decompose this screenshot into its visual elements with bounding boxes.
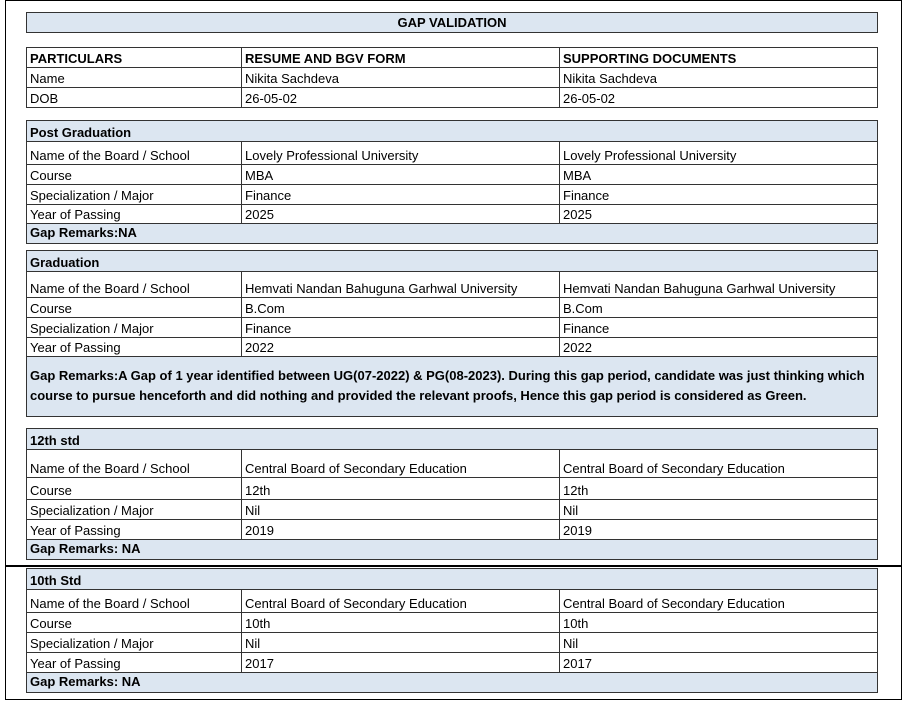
info-row: DOB 26-05-02 26-05-02 bbox=[26, 87, 878, 108]
cell: Graduation bbox=[30, 255, 100, 270]
cell: 10th bbox=[241, 613, 559, 632]
cell: Name of the Board / School bbox=[30, 596, 190, 611]
cell: Course bbox=[30, 616, 72, 631]
cell: 2019 bbox=[241, 520, 559, 539]
cell: Year of Passing bbox=[30, 656, 121, 671]
cell: Finance bbox=[559, 185, 879, 204]
cell: Year of Passing bbox=[30, 207, 121, 222]
detail-row: Specialization / Major Finance Finance bbox=[26, 184, 878, 205]
cell: 26-05-02 bbox=[559, 88, 879, 107]
cell: Nil bbox=[559, 633, 879, 652]
cell: 10th bbox=[559, 613, 879, 632]
cell: Name of the Board / School bbox=[30, 281, 190, 296]
cell: Finance bbox=[241, 318, 559, 337]
detail-row: Name of the Board / School Central Board … bbox=[26, 449, 878, 478]
section-heading: 12th std bbox=[26, 428, 878, 450]
section-heading: Post Graduation bbox=[26, 120, 878, 142]
cell: 12th std bbox=[30, 433, 80, 448]
cell: Specialization / Major bbox=[30, 503, 154, 518]
gap-remarks: Gap Remarks:A Gap of 1 year identified b… bbox=[26, 356, 878, 417]
cell: Name of the Board / School bbox=[30, 461, 190, 476]
detail-row: Course 10th 10th bbox=[26, 612, 878, 633]
cell: Gap Remarks:NA bbox=[30, 225, 137, 240]
cell: Central Board of Secondary Education bbox=[241, 590, 559, 612]
cell: MBA bbox=[559, 165, 879, 184]
cell: Specialization / Major bbox=[30, 636, 154, 651]
cell: 2022 bbox=[241, 338, 559, 356]
cell: Name of the Board / School bbox=[30, 148, 190, 163]
cell: Finance bbox=[241, 185, 559, 204]
gap-remarks: Gap Remarks: NA bbox=[26, 539, 878, 560]
detail-row: Course B.Com B.Com bbox=[26, 297, 878, 318]
section-heading: 10th Std bbox=[26, 568, 878, 590]
cell: 10th Std bbox=[30, 573, 82, 588]
detail-row: Year of Passing 2025 2025 bbox=[26, 204, 878, 224]
detail-row: Specialization / Major Finance Finance bbox=[26, 317, 878, 338]
cell: Gap Remarks:A Gap of 1 year identified b… bbox=[30, 368, 865, 403]
cell: Lovely Professional University bbox=[241, 142, 559, 164]
cell: Specialization / Major bbox=[30, 321, 154, 336]
cell: B.Com bbox=[559, 298, 879, 317]
cell: Year of Passing bbox=[30, 523, 121, 538]
cell: Nikita Sachdeva bbox=[559, 68, 879, 87]
cell: Gap Remarks: NA bbox=[30, 674, 141, 689]
cell: Hemvati Nandan Bahuguna Garhwal Universi… bbox=[241, 272, 559, 297]
cell: 2025 bbox=[559, 205, 879, 223]
detail-row: Year of Passing 2022 2022 bbox=[26, 337, 878, 357]
detail-row: Year of Passing 2017 2017 bbox=[26, 652, 878, 673]
divider bbox=[5, 565, 902, 567]
gap-remarks: Gap Remarks: NA bbox=[26, 672, 878, 693]
cell: Course bbox=[30, 301, 72, 316]
cell: Central Board of Secondary Education bbox=[241, 450, 559, 477]
detail-row: Name of the Board / School Hemvati Nandan… bbox=[26, 271, 878, 298]
cell: GAP VALIDATION bbox=[397, 14, 507, 30]
title-bar: GAP VALIDATION bbox=[26, 12, 878, 33]
cell: Finance bbox=[559, 318, 879, 337]
cell: Hemvati Nandan Bahuguna Garhwal Universi… bbox=[559, 272, 879, 297]
detail-row: Course 12th 12th bbox=[26, 477, 878, 500]
gap-remarks: Gap Remarks:NA bbox=[26, 223, 878, 244]
detail-row: Name of the Board / School Lovely Profess… bbox=[26, 141, 878, 165]
cell: B.Com bbox=[241, 298, 559, 317]
cell: Post Graduation bbox=[30, 125, 132, 140]
detail-row: Specialization / Major Nil Nil bbox=[26, 499, 878, 520]
cell: Central Board of Secondary Education bbox=[559, 590, 879, 612]
cell: SUPPORTING DOCUMENTS bbox=[559, 48, 879, 67]
cell: Gap Remarks: NA bbox=[30, 541, 141, 556]
cell: Name bbox=[30, 71, 65, 86]
cell: 2019 bbox=[559, 520, 879, 539]
section-heading: Graduation bbox=[26, 250, 878, 272]
detail-row: Name of the Board / School Central Board … bbox=[26, 589, 878, 613]
outer-frame bbox=[5, 0, 902, 700]
cell: RESUME AND BGV FORM bbox=[241, 48, 559, 67]
cell: Nil bbox=[241, 500, 559, 519]
cell: Nil bbox=[241, 633, 559, 652]
cell: 26-05-02 bbox=[241, 88, 559, 107]
cell: 2025 bbox=[241, 205, 559, 223]
cell: Course bbox=[30, 168, 72, 183]
cell: MBA bbox=[241, 165, 559, 184]
cell: 12th bbox=[241, 478, 559, 499]
cell: Course bbox=[30, 483, 72, 498]
cell: 2017 bbox=[559, 653, 879, 672]
cell: 12th bbox=[559, 478, 879, 499]
detail-row: Specialization / Major Nil Nil bbox=[26, 632, 878, 653]
cell: PARTICULARS bbox=[30, 51, 123, 66]
detail-row: Year of Passing 2019 2019 bbox=[26, 519, 878, 540]
info-row: Name Nikita Sachdeva Nikita Sachdeva bbox=[26, 67, 878, 88]
cell: Nil bbox=[559, 500, 879, 519]
cell: 2017 bbox=[241, 653, 559, 672]
cell: Year of Passing bbox=[30, 340, 121, 355]
header-row: PARTICULARS RESUME AND BGV FORM SUPPORTING… bbox=[26, 47, 878, 68]
cell: Lovely Professional University bbox=[559, 142, 879, 164]
cell: Nikita Sachdeva bbox=[241, 68, 559, 87]
cell: DOB bbox=[30, 91, 59, 106]
detail-row: Course MBA MBA bbox=[26, 164, 878, 185]
cell: 2022 bbox=[559, 338, 879, 356]
cell: Specialization / Major bbox=[30, 188, 154, 203]
cell: Central Board of Secondary Education bbox=[559, 450, 879, 477]
